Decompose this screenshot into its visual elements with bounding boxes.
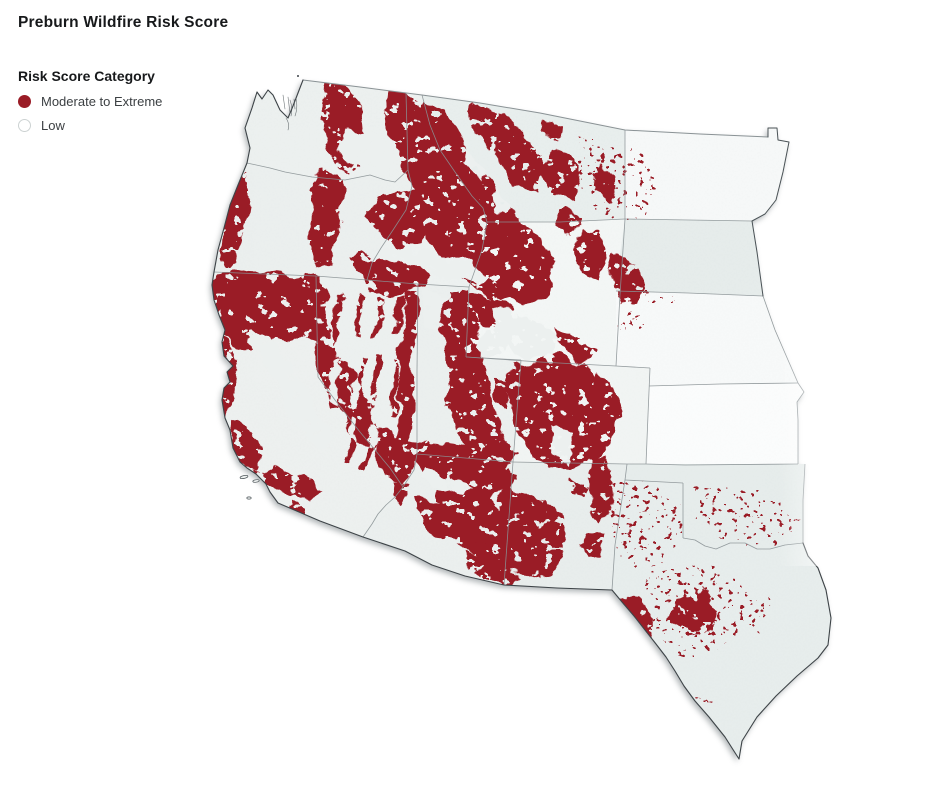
page-title: Preburn Wildfire Risk Score <box>18 14 229 31</box>
risk-layer-sparse <box>462 138 800 730</box>
low-risk-basins <box>250 128 574 497</box>
legend-title: Risk Score Category <box>18 68 155 84</box>
legend-item-low: Low <box>18 118 162 133</box>
puget-sound-detail <box>282 94 298 131</box>
risk-layer-dense <box>212 80 720 642</box>
coast-outline <box>211 75 832 760</box>
island-dot <box>297 75 299 77</box>
low-swatch-icon <box>18 119 31 132</box>
legend-item-label: Low <box>41 118 65 133</box>
east-edge-white <box>846 120 952 680</box>
risk-legend: Risk Score Category Moderate to Extreme … <box>18 68 162 142</box>
channel-islands <box>239 475 260 500</box>
legend-item-label: Moderate to Extreme <box>41 94 163 109</box>
moderate-extreme-swatch-icon <box>18 95 31 108</box>
legend-item-moderate-extreme: Moderate to Extreme <box>18 94 162 109</box>
